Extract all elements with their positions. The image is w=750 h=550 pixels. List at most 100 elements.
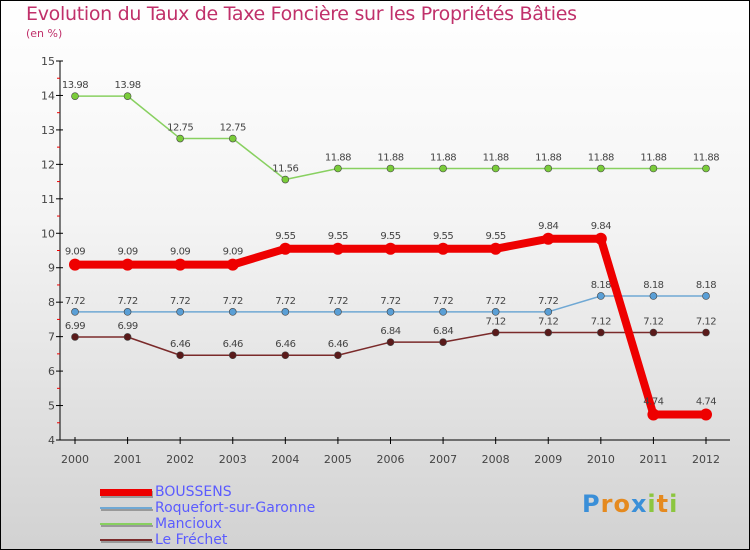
data-label: 9.55: [275, 231, 295, 242]
data-point: [647, 408, 660, 421]
x-tick-label: 2003: [219, 453, 247, 466]
data-point: [597, 328, 605, 337]
x-tick-label: 2011: [639, 453, 667, 466]
data-label: 7.12: [696, 317, 716, 328]
data-point: [279, 242, 292, 255]
data-point: [123, 92, 132, 100]
data-point: [176, 308, 184, 316]
data-label: 7.72: [380, 296, 400, 307]
x-tick-label: 2012: [692, 453, 720, 466]
data-point: [649, 292, 658, 300]
data-point: [331, 242, 344, 255]
data-label: 11.88: [483, 152, 509, 163]
data-label: 11.88: [430, 152, 456, 163]
data-point: [123, 333, 132, 341]
y-tick-label: 14: [41, 89, 55, 102]
y-tick-label: 13: [41, 124, 55, 137]
data-label: 7.72: [538, 296, 558, 307]
x-tick-label: 2000: [61, 453, 89, 466]
data-point: [334, 308, 342, 316]
data-point: [226, 258, 239, 271]
data-point: [386, 164, 395, 173]
data-label: 6.46: [328, 339, 348, 350]
data-label: 6.46: [170, 339, 190, 350]
data-label: 7.72: [117, 296, 137, 307]
y-tick-label: 12: [41, 158, 55, 171]
y-tick-label: 15: [41, 55, 55, 68]
data-point: [386, 308, 395, 316]
data-point: [71, 92, 79, 100]
data-point: [649, 164, 658, 173]
data-label: 11.56: [272, 164, 298, 175]
data-label: 9.09: [65, 247, 85, 258]
data-label: 11.88: [693, 152, 719, 163]
data-point: [491, 164, 500, 173]
legend-swatch: [100, 539, 152, 541]
legend-label: Le Fréchet: [155, 532, 228, 548]
data-label: 13.98: [115, 80, 141, 91]
data-point: [437, 242, 450, 255]
data-point: [123, 308, 132, 316]
y-tick-label: 9: [48, 262, 55, 275]
data-point: [702, 164, 710, 173]
legend-swatch: [100, 489, 152, 496]
data-label: 9.84: [538, 221, 558, 232]
chart-subtitle: (en %): [26, 27, 63, 40]
data-label: 7.12: [591, 317, 611, 328]
data-point: [597, 164, 605, 173]
y-tick-label: 10: [41, 227, 55, 240]
data-label: 7.12: [643, 317, 663, 328]
data-label: 9.84: [591, 221, 611, 232]
legend-label: Mancioux: [155, 516, 222, 532]
data-point: [544, 308, 553, 316]
data-point: [281, 308, 290, 316]
x-tick-label: 2004: [271, 453, 299, 466]
data-label: 9.09: [170, 247, 190, 258]
data-point: [174, 258, 187, 271]
data-label: 4.74: [696, 397, 716, 408]
data-label: 6.46: [275, 339, 295, 350]
y-tick-label: 5: [48, 400, 55, 413]
data-point: [176, 351, 184, 360]
data-label: 6.99: [117, 321, 137, 332]
data-label: 11.88: [640, 152, 666, 163]
data-label: 9.55: [328, 231, 348, 242]
y-tick-label: 7: [48, 331, 55, 344]
data-label: 9.55: [380, 231, 400, 242]
y-tick-label: 8: [48, 296, 55, 309]
proxiti-logo: Proxiti: [582, 490, 679, 518]
data-point: [439, 308, 447, 316]
data-label: 6.99: [65, 321, 85, 332]
data-point: [281, 351, 290, 360]
data-label: 9.55: [486, 231, 506, 242]
data-point: [228, 308, 237, 316]
data-point: [649, 328, 658, 337]
x-tick-label: 2008: [482, 453, 510, 466]
data-point: [702, 292, 710, 300]
data-point: [544, 328, 553, 337]
data-label: 11.88: [588, 152, 614, 163]
data-point: [544, 164, 553, 173]
data-label: 7.72: [223, 296, 243, 307]
x-tick-label: 2005: [324, 453, 352, 466]
chart-title: Evolution du Taux de Taxe Foncière sur l…: [26, 3, 577, 25]
data-label: 7.72: [486, 296, 506, 307]
data-label: 11.88: [535, 152, 561, 163]
data-label: 9.09: [223, 247, 243, 258]
data-label: 11.88: [325, 152, 351, 163]
data-label: 6.46: [223, 339, 243, 350]
legend-label: BOUSSENS: [155, 484, 232, 500]
data-label: 11.88: [377, 152, 403, 163]
data-label: 7.72: [328, 296, 348, 307]
y-tick-label: 11: [41, 193, 55, 206]
data-point: [176, 134, 184, 143]
data-label: 13.98: [62, 80, 88, 91]
data-point: [489, 242, 502, 255]
data-point: [71, 333, 79, 341]
data-point: [386, 338, 395, 346]
data-label: 7.72: [275, 296, 295, 307]
data-label: 9.55: [433, 231, 453, 242]
legend-swatch: [100, 523, 152, 525]
data-point: [334, 351, 342, 360]
data-label: 9.09: [117, 247, 137, 258]
